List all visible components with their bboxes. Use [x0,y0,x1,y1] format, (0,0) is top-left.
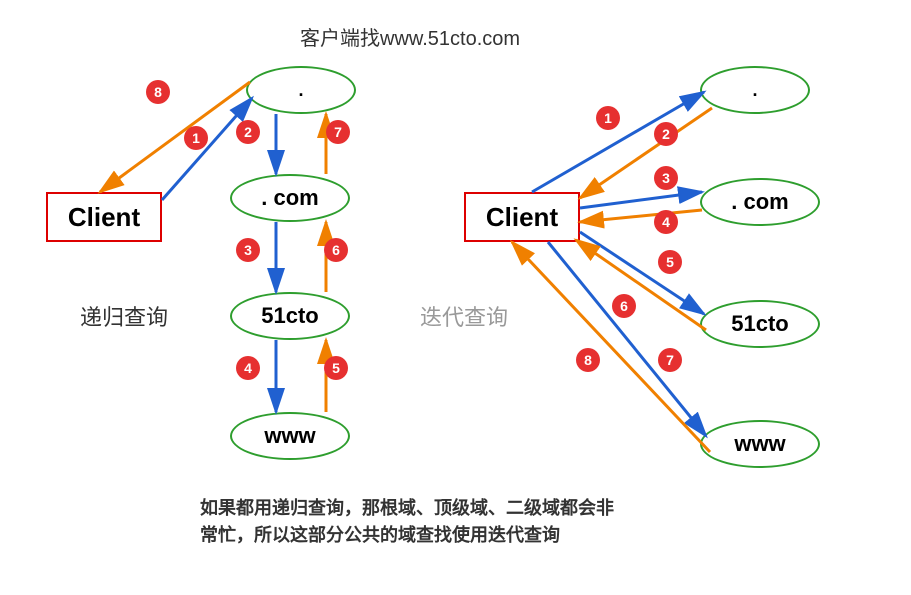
node-label: 51cto [261,303,318,329]
right-arrow-4 [580,210,702,222]
right-com-node: . com [700,178,820,226]
right-step-badge-4: 4 [654,210,678,234]
node-label: . com [731,189,788,215]
right-step-badge-7: 7 [658,348,682,372]
left-www-node: www [230,412,350,460]
node-label: . [298,80,303,101]
node-label: . com [261,185,318,211]
left-step-badge-4: 4 [236,356,260,380]
left-cto-node: 51cto [230,292,350,340]
left-step-badge-3: 3 [236,238,260,262]
left-step-badge-6: 6 [324,238,348,262]
left-step-badge-1: 1 [184,126,208,150]
right-root-node: . [700,66,810,114]
node-label: Client [68,202,140,233]
right-step-badge-2: 2 [654,122,678,146]
bottom-line-1: 如果都用递归查询，那根域、顶级域、二级域都会非 [200,498,614,518]
diagram-title: 客户端找www.51cto.com [300,22,520,51]
right-arrow-5 [580,232,704,314]
left-step-badge-2: 2 [236,120,260,144]
right-arrow-1 [532,92,704,192]
bottom-explanation: 如果都用递归查询，那根域、顶级域、二级域都会非 常忙，所以这部分公共的域查找使用… [200,495,720,549]
right-arrow-8 [512,242,710,452]
right-step-badge-1: 1 [596,106,620,130]
right-arrow-3 [580,192,702,208]
left-step-badge-7: 7 [326,120,350,144]
bottom-line-2: 常忙，所以这部分公共的域查找使用迭代查询 [200,525,560,545]
right-caption: 迭代查询 [420,300,508,332]
left-step-badge-5: 5 [324,356,348,380]
right-step-badge-6: 6 [612,294,636,318]
left-step-badge-8: 8 [146,80,170,104]
right-cto-node: 51cto [700,300,820,348]
left-client-node: Client [46,192,162,242]
right-client-node: Client [464,192,580,242]
right-arrow-6 [576,240,706,330]
node-label: . [752,80,757,101]
left-com-node: . com [230,174,350,222]
node-label: 51cto [731,311,788,337]
right-step-badge-3: 3 [654,166,678,190]
right-step-badge-8: 8 [576,348,600,372]
right-www-node: www [700,420,820,468]
right-step-badge-5: 5 [658,250,682,274]
left-root-node: . [246,66,356,114]
node-label: www [264,423,315,449]
node-label: Client [486,202,558,233]
right-arrow-7 [548,242,706,436]
left-caption: 递归查询 [80,300,168,332]
left-arrow-8 [100,82,250,192]
node-label: www [734,431,785,457]
